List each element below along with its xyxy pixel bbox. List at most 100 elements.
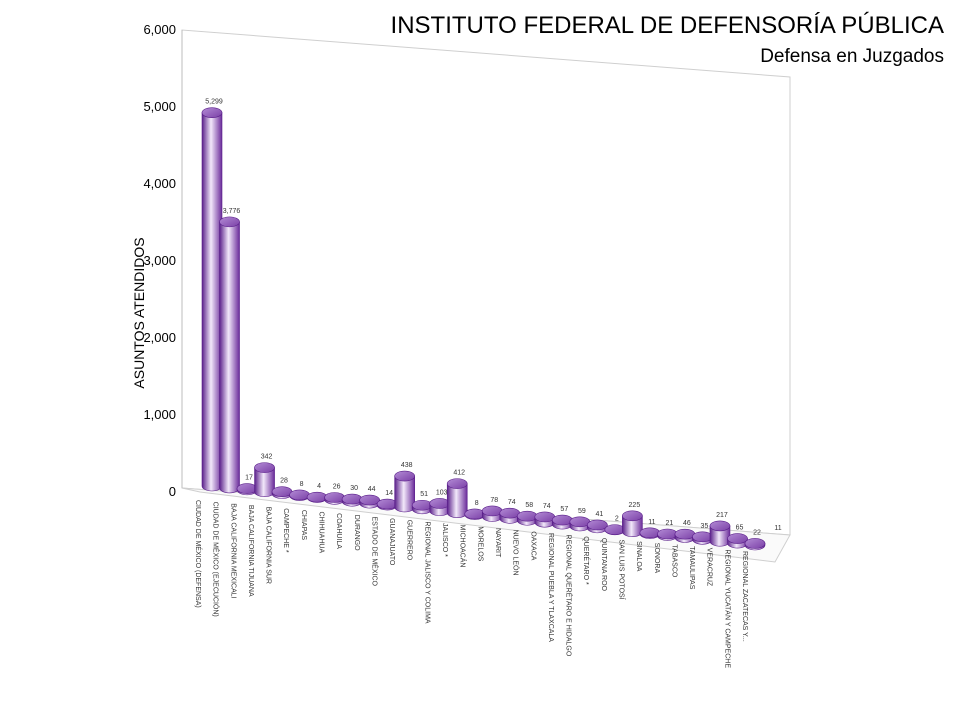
category-label: REGIONAL ZACATECAS Y... xyxy=(741,551,748,642)
value-label: 74 xyxy=(543,503,551,510)
bar-cap xyxy=(271,486,293,497)
bar-cap xyxy=(289,489,310,501)
bar-cap xyxy=(534,511,556,523)
bar xyxy=(394,470,415,513)
value-label: 22 xyxy=(753,529,761,536)
category-label: TABASCO xyxy=(670,544,677,577)
value-label: 21 xyxy=(666,520,674,527)
bar-cap xyxy=(376,498,398,510)
value-label: 74 xyxy=(508,499,516,506)
value-label: 14 xyxy=(385,490,393,497)
bar-cap xyxy=(709,520,731,532)
value-label: 5,299 xyxy=(205,99,223,106)
category-labels: CIUDAD DE MÉXICO (DEFENSA) CIUDAD DE MÉXI… xyxy=(194,500,748,668)
bar-cap xyxy=(236,483,258,494)
bar-cap xyxy=(622,510,643,522)
category-label: REGIONAL PUEBLA Y TLAXCALA xyxy=(547,533,554,642)
category-label: MICHOACÁN xyxy=(459,525,468,568)
bar xyxy=(552,514,573,530)
bar xyxy=(499,507,521,524)
y-tick-label: 3,000 xyxy=(143,253,176,268)
chart-subtitle: Defensa en Juzgados xyxy=(760,46,944,67)
bar-cap xyxy=(411,499,433,511)
bar-body xyxy=(201,112,223,492)
category-label: OAXACA xyxy=(529,531,536,561)
category-label: GUERRERO xyxy=(406,520,413,561)
category-label: VERACRUZ xyxy=(706,548,713,587)
bar-cap xyxy=(499,507,521,519)
y-tick-label: 5,000 xyxy=(143,99,176,114)
value-label: 41 xyxy=(595,511,603,518)
bar xyxy=(534,511,556,528)
bar xyxy=(289,489,310,501)
bar-cap xyxy=(569,516,591,528)
bar xyxy=(306,491,328,503)
value-label: 35 xyxy=(701,523,709,530)
bar-cap xyxy=(219,216,240,228)
value-label: 438 xyxy=(401,462,413,469)
y-tick-label: 1,000 xyxy=(143,407,176,422)
bar-cap xyxy=(552,514,573,526)
value-label: 58 xyxy=(525,502,533,509)
bar xyxy=(324,492,345,505)
bar xyxy=(341,493,363,507)
bar-body xyxy=(219,221,240,494)
category-label: QUERÉTARO * xyxy=(582,536,591,585)
bar xyxy=(446,478,468,518)
value-label: 8 xyxy=(300,481,304,488)
back-wall xyxy=(181,29,791,536)
bar-body xyxy=(394,475,415,513)
category-label: NUEVO LEÓN xyxy=(512,530,521,576)
value-label: 78 xyxy=(490,497,498,504)
category-label: REGIONAL QUERÉTARO E HIDALGO xyxy=(565,535,574,657)
bar-cap xyxy=(464,508,486,520)
category-label: CIUDAD DE MÉXICO (EJECUCIÓN) xyxy=(212,502,221,617)
bar xyxy=(569,516,591,532)
bar-cap xyxy=(674,528,696,540)
category-label: SAN LUIS POTOSÍ xyxy=(617,539,626,599)
value-label: 217 xyxy=(716,512,728,519)
category-label: CHIAPAS xyxy=(300,510,307,541)
category-label: TAMAULIPAS xyxy=(688,546,695,590)
category-label: REGIONAL YUCATÁN Y CAMPECHE xyxy=(723,549,732,668)
category-label: BAJA CALIFORNIA SUR xyxy=(265,507,272,584)
y-tick-label: 6,000 xyxy=(143,22,176,37)
category-label: CAMPECHE * xyxy=(282,508,289,553)
bar xyxy=(744,538,766,551)
category-label: QUINTANA ROO xyxy=(600,538,607,592)
category-label: CIUDAD DE MÉXICO (DEFENSA) xyxy=(194,500,203,608)
category-label: SONORA xyxy=(653,543,660,574)
value-label: 11 xyxy=(648,519,655,526)
y-tick-label: 2,000 xyxy=(143,330,176,345)
value-label: 26 xyxy=(333,483,341,490)
y-axis-ticks: 0 1,000 2,000 3,000 4,000 5,000 6,000 xyxy=(143,22,176,499)
bar-cap xyxy=(306,491,328,503)
bar-cap xyxy=(604,524,626,535)
bar xyxy=(674,528,696,543)
bar xyxy=(411,499,433,515)
value-label: 51 xyxy=(420,491,428,498)
value-label: 59 xyxy=(578,508,586,515)
bar-cap xyxy=(481,505,503,517)
value-label: 103 xyxy=(436,489,448,496)
bar xyxy=(622,510,643,537)
value-label: 30 xyxy=(350,485,358,492)
y-tick-label: 0 xyxy=(169,484,176,499)
floor xyxy=(181,487,791,563)
value-label: 57 xyxy=(560,506,568,513)
category-label: ESTADO DE MÉXICO xyxy=(370,516,379,586)
bar-cap xyxy=(639,527,661,539)
bar xyxy=(727,533,748,549)
bar xyxy=(516,510,538,526)
bar xyxy=(271,486,293,499)
bar-cap xyxy=(429,498,451,509)
category-label: REGIONAL JALISCO Y COLIMA xyxy=(423,521,430,624)
bar-cap xyxy=(587,519,608,531)
extra-value-label: 11 xyxy=(774,525,781,532)
bar xyxy=(376,498,398,511)
value-label: 44 xyxy=(368,486,376,493)
category-label: GUANAJUATO xyxy=(388,518,395,566)
bar-cap xyxy=(324,492,345,503)
